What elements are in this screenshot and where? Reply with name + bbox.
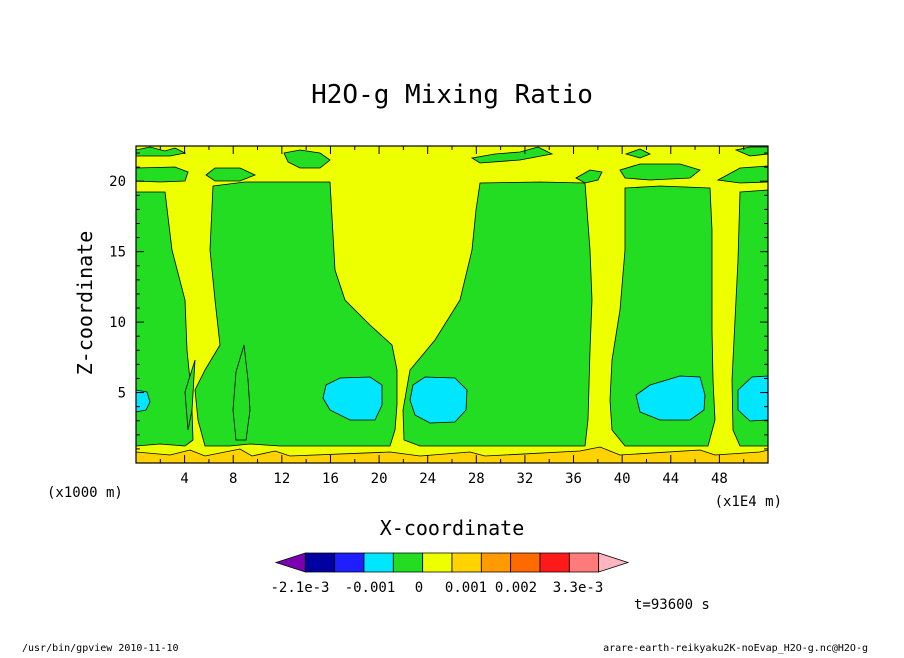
colorbar-swatch — [568, 552, 600, 573]
chart-title: H2O-g Mixing Ratio — [311, 80, 593, 110]
upper-blob-8 — [624, 148, 651, 159]
y-tick-label: 5 — [118, 386, 126, 402]
colorbar-swatch — [451, 552, 482, 573]
colorbar-swatch — [304, 552, 336, 573]
contour-layer — [136, 146, 768, 463]
colorbar-swatch — [363, 552, 394, 573]
x-unit-label: (x1000 m) — [47, 485, 123, 501]
negative-filament-1 — [184, 359, 196, 431]
colorbar-tick-label: 0.001 — [445, 580, 487, 596]
colorbar-tick-label: -2.1e-3 — [270, 580, 329, 596]
x-tick-label: 40 — [614, 471, 631, 487]
x-axis-label: X-coordinate — [380, 516, 525, 540]
colorbar-swatch — [539, 552, 570, 573]
x-tick-label: 12 — [273, 471, 290, 487]
colorbar: -2.1e-3 -0.001 0 0.001 0.002 3.3e-3 — [270, 552, 630, 596]
upper-blob-3 — [205, 167, 257, 182]
minimum-cell-5 — [737, 375, 768, 422]
minimum-cell-4 — [635, 375, 706, 421]
minimum-cell-3 — [409, 376, 468, 424]
upper-blob-6 — [575, 169, 603, 184]
colorbar-swatch — [422, 552, 453, 573]
x-tick-label: 4 — [180, 471, 188, 487]
y-tick-label: 15 — [109, 245, 126, 261]
y-tick-label: 10 — [109, 315, 126, 331]
colorbar-tick-label: 0 — [415, 580, 423, 596]
x-tick-label: 36 — [565, 471, 582, 487]
colorbar-tick-label: 3.3e-3 — [553, 580, 604, 596]
surface-positive-band — [136, 446, 768, 463]
x-tick-label: 8 — [229, 471, 237, 487]
time-label: t=93600 s — [634, 597, 710, 613]
x-tick-label: 44 — [662, 471, 679, 487]
upper-blob-5 — [470, 146, 554, 164]
colorbar-swatch — [334, 552, 365, 573]
minimum-cell-2 — [322, 376, 383, 421]
footer-left: /usr/bin/gpview 2010-11-10 — [22, 643, 179, 654]
x-tick-label: 28 — [468, 471, 485, 487]
colorbar-tick-label: 0.002 — [495, 580, 537, 596]
upper-blob-1 — [136, 166, 189, 183]
x-tick-label: 20 — [371, 471, 388, 487]
x-tick-label: 24 — [419, 471, 436, 487]
footer-right: arare-earth-reikyaku2K-noEvap_H2O-g.nc@H… — [603, 643, 868, 654]
y-tick-label: 20 — [109, 174, 126, 190]
y-axis-label: Z-coordinate — [73, 231, 97, 376]
colorbar-swatch — [598, 552, 630, 573]
negative-filament-2 — [232, 344, 251, 441]
colorbar-swatch — [510, 552, 541, 573]
colorbar-swatch — [480, 552, 512, 573]
x-tick-label: 48 — [711, 471, 728, 487]
upper-blob-4 — [283, 149, 331, 169]
x-scale-note: (x1E4 m) — [715, 494, 782, 510]
colorbar-swatch — [274, 552, 306, 573]
x-tick-label: 32 — [516, 471, 533, 487]
upper-blob-7 — [619, 163, 701, 181]
colorbar-tick-label: -0.001 — [345, 580, 396, 596]
upper-blob-9 — [716, 165, 768, 184]
colorbar-swatch — [392, 552, 424, 573]
x-tick-label: 16 — [322, 471, 339, 487]
